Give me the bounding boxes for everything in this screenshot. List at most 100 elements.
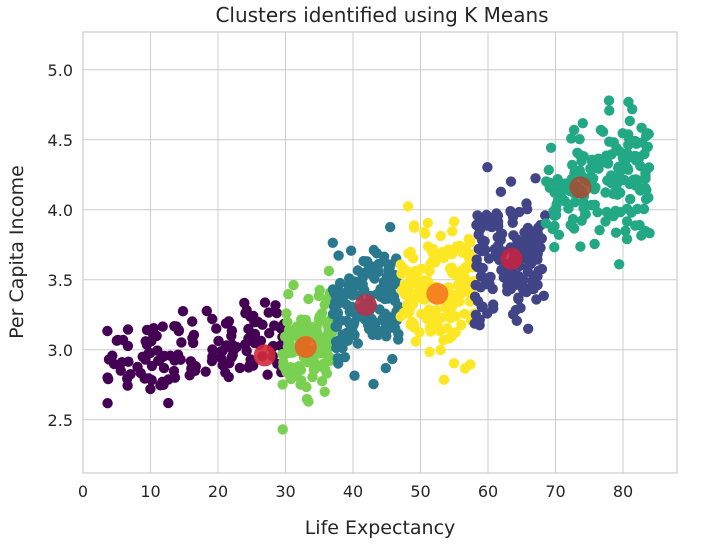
data-point xyxy=(293,321,304,332)
data-point xyxy=(243,323,254,335)
data-point xyxy=(627,104,638,115)
data-point xyxy=(157,321,168,332)
data-point xyxy=(438,335,449,346)
data-point xyxy=(220,318,232,329)
data-point xyxy=(435,344,446,356)
data-point xyxy=(323,265,335,277)
data-point xyxy=(300,314,311,326)
x-tick-label: 80 xyxy=(613,482,633,501)
data-point xyxy=(495,228,507,239)
data-point xyxy=(145,383,156,395)
data-point xyxy=(335,315,347,326)
data-point xyxy=(383,277,395,288)
data-point xyxy=(382,259,394,270)
data-point xyxy=(435,230,446,242)
data-point xyxy=(456,319,467,331)
data-point xyxy=(569,197,580,208)
data-point xyxy=(158,362,170,374)
data-point xyxy=(593,158,604,169)
data-point xyxy=(471,254,482,265)
data-point xyxy=(419,228,431,239)
data-point xyxy=(163,397,174,409)
data-point xyxy=(263,307,274,318)
data-point xyxy=(567,213,579,225)
data-point xyxy=(474,314,485,325)
data-point xyxy=(536,263,548,275)
data-point xyxy=(321,368,333,379)
data-point xyxy=(459,363,471,374)
data-point xyxy=(427,246,438,258)
data-point xyxy=(505,206,516,218)
data-point xyxy=(102,325,113,337)
data-point xyxy=(578,196,589,208)
data-point xyxy=(176,337,187,348)
data-point xyxy=(485,271,496,283)
centroid-5 xyxy=(500,247,523,270)
data-point xyxy=(324,355,335,367)
data-point xyxy=(602,158,614,169)
data-point xyxy=(374,304,385,315)
data-point xyxy=(623,164,634,175)
data-point xyxy=(368,263,379,275)
data-point xyxy=(610,227,622,238)
chart-title: Clusters identified using K Means xyxy=(215,3,548,27)
data-point xyxy=(543,164,554,176)
data-point xyxy=(321,330,333,341)
cluster-6-points xyxy=(540,95,655,270)
data-point xyxy=(482,162,493,173)
data-point xyxy=(122,324,134,335)
x-axis-label: Life Expectancy xyxy=(305,517,456,539)
data-point xyxy=(404,304,415,315)
data-point xyxy=(281,308,292,319)
data-point xyxy=(416,288,428,300)
data-point xyxy=(625,193,636,205)
x-tick-label: 40 xyxy=(343,482,363,501)
data-point xyxy=(600,216,611,227)
data-point xyxy=(368,244,379,256)
data-point xyxy=(102,398,113,409)
data-point xyxy=(368,378,379,390)
data-point xyxy=(585,171,597,182)
data-point xyxy=(522,261,534,272)
data-point xyxy=(640,170,651,182)
data-point xyxy=(187,316,198,327)
data-point xyxy=(123,356,134,367)
data-point xyxy=(492,210,504,221)
data-point xyxy=(568,124,580,136)
x-tick-label: 50 xyxy=(410,482,430,501)
data-point xyxy=(352,338,363,349)
data-point xyxy=(346,305,357,316)
centroid-4 xyxy=(426,282,449,305)
data-point xyxy=(482,308,493,319)
data-point xyxy=(536,233,547,244)
data-point xyxy=(515,302,526,314)
data-point xyxy=(640,226,651,237)
data-point xyxy=(638,203,650,215)
data-point xyxy=(606,178,617,189)
data-point xyxy=(554,179,566,190)
data-point xyxy=(385,221,396,233)
data-point xyxy=(447,226,458,237)
data-point xyxy=(567,159,578,171)
data-point xyxy=(399,264,410,275)
data-point xyxy=(103,373,114,385)
data-point xyxy=(211,323,222,334)
data-point xyxy=(269,320,280,331)
data-point xyxy=(389,295,400,306)
data-point xyxy=(547,223,558,235)
data-point xyxy=(631,138,642,149)
data-point xyxy=(271,307,282,319)
data-point xyxy=(282,316,293,328)
data-point xyxy=(310,322,321,333)
data-point xyxy=(541,176,552,187)
data-point xyxy=(402,201,414,212)
centroid-1 xyxy=(253,344,276,367)
data-point xyxy=(337,336,348,347)
cluster-centroids xyxy=(253,176,592,367)
data-point xyxy=(446,331,458,342)
data-point xyxy=(513,293,524,305)
data-point xyxy=(600,187,611,198)
data-point xyxy=(188,329,200,341)
data-point xyxy=(403,248,414,259)
